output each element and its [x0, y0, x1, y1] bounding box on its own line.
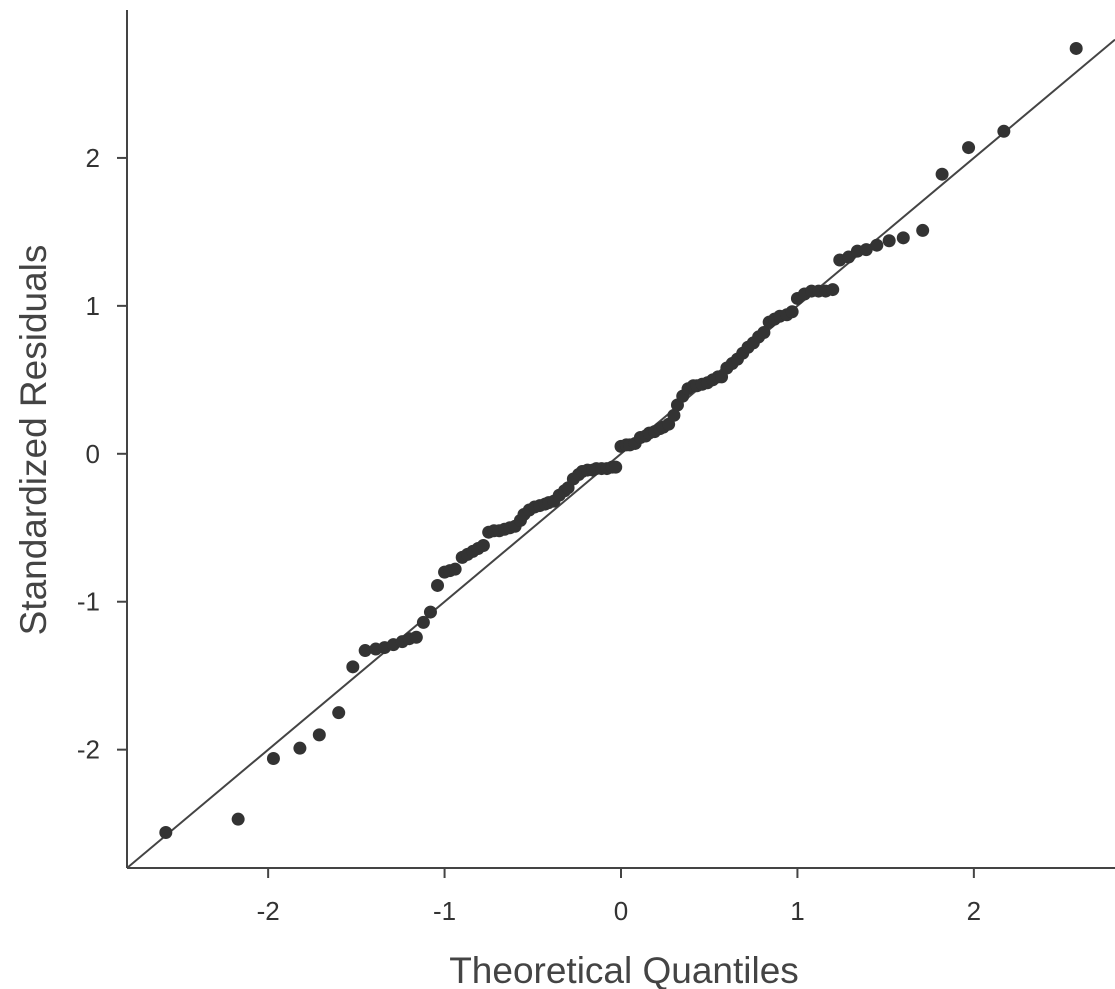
x-tick-label: -1: [433, 896, 456, 926]
data-point: [346, 660, 360, 674]
data-point: [332, 706, 346, 720]
x-tick-label: 1: [790, 896, 804, 926]
y-tick-label: 0: [86, 439, 100, 469]
data-point: [312, 728, 326, 742]
data-point: [935, 167, 949, 181]
ticks-layer: -2 -1 0 1 2 -2 -1 0 1 2: [77, 143, 981, 926]
data-point: [358, 644, 372, 658]
axes-layer: [126, 10, 1115, 869]
data-point: [757, 325, 771, 339]
data-point: [826, 283, 840, 297]
data-point: [997, 124, 1011, 138]
data-point: [916, 223, 930, 237]
data-point: [231, 812, 245, 826]
data-point: [882, 234, 896, 248]
data-point: [609, 460, 623, 474]
data-point: [293, 741, 307, 755]
data-point: [159, 825, 173, 839]
data-point: [870, 238, 884, 252]
y-tick-label: 2: [86, 143, 100, 173]
y-tick-label: -1: [77, 587, 100, 617]
data-point: [785, 305, 799, 319]
data-point: [896, 231, 910, 245]
y-axis-title: Standardized Residuals: [13, 245, 54, 636]
reference-line-layer: [126, 38, 1115, 869]
y-tick-label: -2: [77, 735, 100, 765]
data-point: [1069, 41, 1083, 55]
data-point: [962, 141, 976, 155]
x-tick-label: -2: [257, 896, 280, 926]
data-point: [409, 630, 423, 644]
points-layer: [159, 41, 1083, 839]
x-tick-label: 0: [614, 896, 628, 926]
y-tick-label: 1: [86, 291, 100, 321]
data-point: [266, 752, 280, 766]
data-point: [667, 408, 681, 422]
data-point: [416, 615, 430, 629]
data-point: [431, 578, 445, 592]
x-tick-label: 2: [967, 896, 981, 926]
reference-line: [126, 38, 1115, 869]
x-axis-title: Theoretical Quantiles: [449, 950, 799, 989]
data-point: [476, 539, 490, 553]
data-point: [423, 605, 437, 619]
data-point: [448, 562, 462, 576]
data-point: [859, 243, 873, 257]
